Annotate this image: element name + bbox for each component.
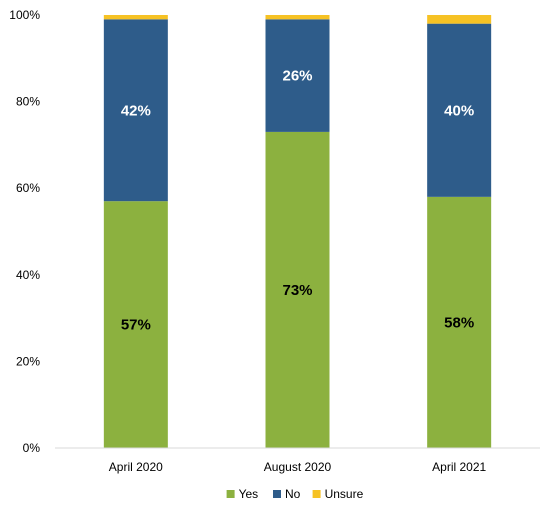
bar-unsure-3 [427, 15, 492, 24]
data-label: 42% [121, 102, 151, 119]
y-tick-label: 60% [16, 181, 40, 195]
y-tick-label: 20% [16, 354, 40, 368]
bar-no-1 [103, 19, 168, 202]
legend-swatch-unsure [312, 490, 321, 498]
legend-label-yes: Yes [239, 487, 259, 501]
bar-yes-2 [265, 131, 330, 448]
x-tick-label: August 2020 [264, 460, 332, 474]
bar-no-3 [427, 23, 492, 197]
legend: Yes No Unsure [226, 487, 364, 501]
data-label: 26% [282, 68, 312, 85]
data-label: 58% [444, 314, 474, 331]
bar-no-2 [265, 19, 330, 132]
x-axis-ticks: April 2020 August 2020 April 2021 [109, 460, 487, 474]
legend-swatch-yes [226, 490, 235, 498]
data-label: 57% [121, 317, 151, 334]
bar-yes-3 [427, 196, 492, 448]
y-tick-label: 40% [16, 268, 40, 282]
y-tick-label: 80% [16, 95, 40, 109]
bar-yes-1 [103, 201, 168, 448]
y-tick-label: 0% [23, 441, 41, 455]
legend-label-unsure: Unsure [325, 487, 364, 501]
bar-unsure-1 [103, 15, 168, 20]
x-tick-label: April 2020 [109, 460, 163, 474]
y-axis-ticks: 0% 20% 40% 60% 80% 100% [9, 8, 40, 455]
legend-swatch-no [273, 490, 281, 498]
bar-unsure-2 [265, 15, 330, 20]
legend-label-no: No [285, 487, 301, 501]
bar-group: 57% 42% 73% 26% 58% 40% [103, 15, 492, 448]
x-tick-label: April 2021 [432, 460, 486, 474]
y-tick-label: 100% [9, 8, 40, 22]
data-label: 40% [444, 102, 474, 119]
data-label: 73% [282, 282, 312, 299]
